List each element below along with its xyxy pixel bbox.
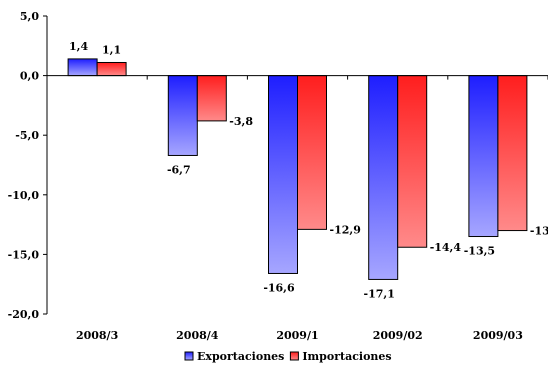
- bar-importaciones-2009-03: [497, 75, 528, 232]
- bar-importaciones-2009-02: [397, 75, 428, 248]
- y-tick-label: -20,0: [8, 308, 40, 321]
- y-tick-label: -15,0: [8, 248, 40, 261]
- x-tick-label: 2008/3: [76, 329, 118, 342]
- bar-exportaciones-2009-1: [268, 75, 298, 274]
- data-label-exportaciones-2008-3: 1,4: [69, 40, 88, 53]
- y-tick-label: 0,0: [20, 70, 39, 83]
- bar-importaciones-2009-1: [297, 75, 327, 230]
- data-label-importaciones-2009-03: -13: [530, 225, 548, 238]
- legend-swatch-importaciones: [289, 351, 299, 361]
- legend: Exportaciones Importaciones: [184, 350, 392, 363]
- y-tick-label: -5,0: [15, 129, 39, 142]
- legend-label-exportaciones: Exportaciones: [197, 350, 284, 363]
- data-label-importaciones-2008-4: -3,8: [229, 115, 253, 128]
- data-label-exportaciones-2008-4: -6,7: [167, 163, 191, 176]
- data-label-importaciones-2008-3: 1,1: [102, 43, 121, 56]
- x-tick-label: 2009/02: [373, 329, 423, 342]
- data-labels-layer: 1,4 1,1 -6,7 -3,8 -16,6 -12,9 -17,1 -14,4 -13,5 -…: [69, 40, 548, 301]
- bar-importaciones-2008-4: [196, 75, 227, 122]
- legend-label-importaciones: Importaciones: [302, 350, 391, 363]
- axes-layer: 2008/3 2008/4 2009/1 2009/02 2009/03 5,0 0,0 -5…: [8, 10, 548, 342]
- y-tick-label: 5,0: [20, 10, 39, 23]
- bar-exportaciones-2009-03: [468, 75, 499, 238]
- y-tick-label: -10,0: [8, 189, 40, 202]
- data-label-importaciones-2009-1: -12,9: [330, 223, 361, 236]
- x-tick-label: 2009/1: [276, 329, 318, 342]
- x-tick-label: 2008/4: [176, 329, 219, 342]
- bar-exportaciones-2008-3: [67, 58, 98, 77]
- bar-exportaciones-2009-02: [368, 75, 399, 280]
- legend-swatch-exportaciones: [184, 351, 194, 361]
- bar-exportaciones-2008-4: [167, 75, 198, 156]
- data-label-importaciones-2009-02: -14,4: [430, 241, 462, 254]
- data-label-exportaciones-2009-03: -13,5: [464, 245, 495, 258]
- data-label-exportaciones-2009-1: -16,6: [263, 281, 295, 294]
- bar-importaciones-2008-3: [96, 61, 127, 77]
- data-label-exportaciones-2009-02: -17,1: [364, 287, 395, 300]
- x-tick-label: 2009/03: [473, 329, 523, 342]
